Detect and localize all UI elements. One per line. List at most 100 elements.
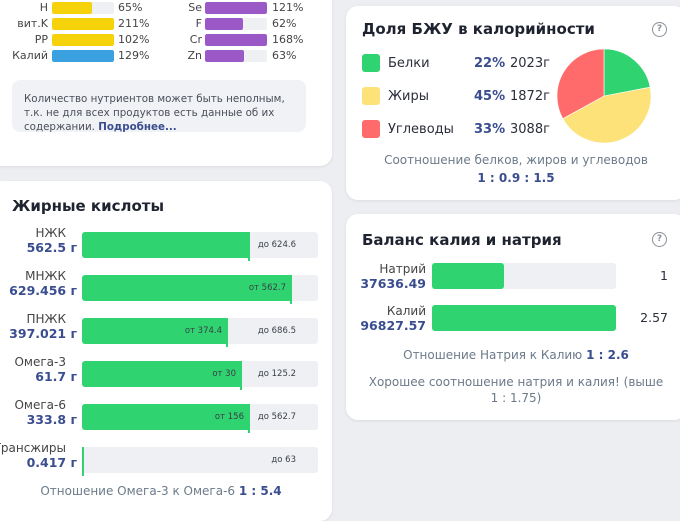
help-icon[interactable]: ? — [652, 232, 667, 247]
pie-slice — [556, 48, 605, 120]
nutrient-name: вит.K — [17, 17, 48, 30]
help-icon[interactable]: ? — [652, 22, 667, 37]
nutrient-row: H 65% — [0, 1, 328, 15]
nutrient-bar-track — [205, 2, 267, 14]
fatty-acid-bar-marker — [248, 232, 250, 261]
fatty-acid-min-label: от 156 — [214, 412, 244, 422]
fatty-acids-card: Жирные кислоты НЖК 562.5 г до 624.6 МНЖК 629… — [0, 181, 332, 521]
fatty-acid-max-label: до 125.2 — [257, 369, 296, 379]
fatty-acid-bar-track: от 30 до 125.2 — [82, 361, 318, 390]
kna-bar-track — [432, 263, 616, 289]
nutrient-percent: 168% — [272, 33, 304, 46]
macro-color-swatch — [362, 54, 380, 72]
fatty-acid-name: МНЖК — [25, 269, 66, 283]
kna-bar-track — [432, 305, 616, 331]
fatty-acid-row: ПНЖК 397.021 г от 374.4 до 686.5 — [0, 312, 332, 348]
fatty-acid-bar — [82, 275, 292, 301]
macros-ratio-label: Соотношение белков, жиров и углеводов — [384, 153, 648, 167]
nutrient-bar — [52, 34, 114, 46]
fatty-acid-bar — [82, 361, 242, 387]
fatty-acid-bar-track: от 374.4 до 686.5 — [82, 318, 318, 347]
nutrient-percent: 121% — [272, 1, 304, 14]
macro-grams: 3088г — [510, 122, 550, 137]
nutrient-bar — [52, 2, 93, 14]
kna-title: Баланс калия и натрия — [362, 231, 562, 249]
kna-ratio: 1 — [660, 268, 668, 283]
kna-bar — [432, 305, 616, 331]
fatty-acid-max-label: до 686.5 — [257, 326, 296, 336]
nutrient-bar — [205, 2, 267, 14]
fatty-acid-name: ПНЖК — [26, 312, 67, 326]
nutrient-row: Cr 168% — [0, 33, 328, 47]
nutrient-bar — [205, 34, 267, 46]
fatty-acid-bar-track: до 624.6 — [82, 232, 318, 261]
nutrient-percent: 102% — [118, 33, 150, 46]
kna-value: 96827.57 — [360, 318, 426, 333]
fatty-acids-title: Жирные кислоты — [12, 197, 165, 215]
nutrients-note-text: Количество нутриентов может быть неполны… — [24, 93, 285, 133]
nutrient-percent: 63% — [272, 49, 297, 62]
fatty-acid-min-label: от 374.4 — [184, 326, 222, 336]
nutrient-row: вит.K 211% — [0, 17, 328, 31]
more-link[interactable]: Подробнее... — [98, 121, 177, 133]
nutrient-percent: 129% — [118, 49, 150, 62]
fatty-acid-name: Омега-6 — [14, 398, 66, 412]
fatty-acid-name: НЖК — [35, 226, 66, 240]
kna-ratio-label: Отношение Натрия к Калию — [403, 348, 583, 362]
nutrient-bar — [52, 50, 114, 62]
nutrient-name: F — [195, 17, 202, 30]
macro-grams: 2023г — [510, 56, 550, 71]
kna-name: Калий — [386, 304, 426, 318]
nutrient-row: F 62% — [0, 17, 328, 31]
fatty-acid-min-label: от 30 — [212, 369, 236, 379]
nutrient-name: Калий — [12, 49, 48, 62]
nutrient-bar — [52, 18, 114, 30]
fatty-acid-row: МНЖК 629.456 г от 562.7 — [0, 269, 332, 305]
fatty-acid-max-label: до 562.7 — [257, 412, 296, 422]
fatty-acid-bar-marker — [290, 275, 292, 304]
fatty-acid-name: Трансжиры — [0, 441, 66, 455]
kna-card: Баланс калия и натрия ? Натрий 37636.49 1 К… — [346, 214, 680, 420]
fatty-acid-bar — [82, 232, 250, 258]
nutrient-name: Zn — [187, 49, 202, 62]
nutrients-note: Количество нутриентов может быть неполны… — [12, 80, 306, 133]
macro-legend-row: Жиры 45% 1872г — [362, 87, 562, 107]
macros-pie-chart — [556, 48, 652, 144]
macro-grams: 1872г — [510, 89, 550, 104]
nutrient-row: Se 121% — [0, 1, 328, 15]
fatty-acid-bar-track: до 63 — [82, 447, 318, 476]
fatty-acid-value: 333.8 г — [26, 412, 77, 427]
macro-color-swatch — [362, 87, 380, 105]
fatty-acid-value: 562.5 г — [26, 240, 77, 255]
macro-legend-row: Белки 22% 2023г — [362, 54, 562, 74]
kna-bar — [432, 263, 504, 289]
macro-percent: 45% — [474, 89, 506, 104]
fatty-acid-bar-track: от 156 до 562.7 — [82, 404, 318, 433]
macro-name: Жиры — [388, 89, 429, 104]
macros-ratio-number: 1 : 0.9 : 1.5 — [477, 171, 555, 185]
nutrient-row: Zn 63% — [0, 49, 328, 63]
fatty-acid-row: Омега-6 333.8 г от 156 до 562.7 — [0, 398, 332, 434]
fatty-acid-bar-track: от 562.7 — [82, 275, 318, 304]
fatty-acid-row: Омега-3 61.7 г от 30 до 125.2 — [0, 355, 332, 391]
fatty-acid-bar-marker — [248, 404, 250, 433]
nutrient-bar-track — [52, 50, 114, 62]
fatty-acid-max-label: до 63 — [271, 455, 296, 465]
nutrient-bar-track — [205, 50, 267, 62]
fatty-acid-name: Омега-3 — [14, 355, 66, 369]
fatty-acid-bar-marker — [226, 318, 228, 347]
pie-slice — [603, 48, 651, 97]
fatty-acid-bar — [82, 318, 228, 344]
nutrient-name: PP — [34, 33, 48, 46]
fatty-acid-row: НЖК 562.5 г до 624.6 — [0, 226, 332, 262]
fatty-acid-value: 629.456 г — [9, 283, 77, 298]
nutrient-bar-track — [52, 2, 114, 14]
nutrient-percent: 65% — [118, 1, 143, 14]
fatty-acid-value: 61.7 г — [35, 369, 77, 384]
fatty-acid-bar-marker — [240, 361, 242, 390]
fatty-acid-max-label: до 624.6 — [257, 240, 296, 250]
macros-ratio-value: 1 : 0.9 : 1.5 — [346, 171, 680, 185]
macros-card: Доля БЖУ в калорийности ? Белки 22% 2023г Ж… — [346, 6, 680, 200]
kna-row: Калий 96827.57 2.57 — [346, 304, 680, 334]
kna-note-line1: Хорошее соотношение натрия и калия! (выш… — [368, 375, 664, 389]
